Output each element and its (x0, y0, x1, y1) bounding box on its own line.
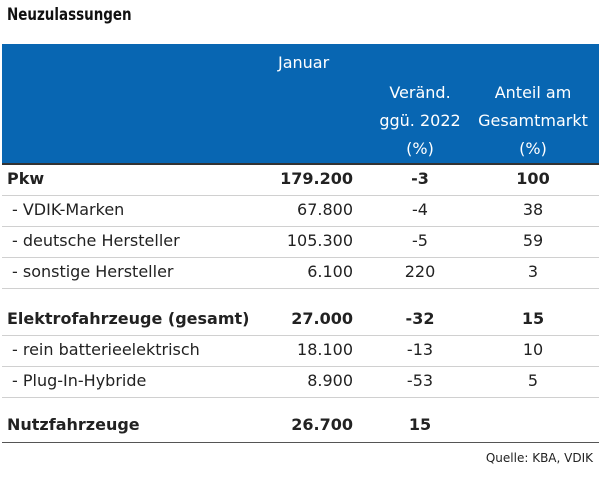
row-value: 6.100 (307, 262, 353, 281)
header-divider (2, 163, 599, 165)
header-change: Veränd. ggü. 2022 (%) (358, 79, 482, 163)
row-change: -53 (406, 371, 434, 390)
row-change: -5 (412, 231, 428, 250)
row-label: - VDIK-Marken (12, 200, 125, 219)
row-label: Nutzfahrzeuge (7, 415, 140, 434)
row-divider (2, 226, 599, 227)
table-row-pkw: Pkw 179.200 -3 100 (2, 165, 599, 195)
row-value: 105.300 (286, 231, 353, 250)
row-label: - sonstige Hersteller (12, 262, 174, 281)
row-label: Elektrofahrzeuge (gesamt) (7, 309, 250, 328)
table-row: - deutsche Hersteller 105.300 -5 59 (2, 227, 599, 257)
header-share-line3: (%) (519, 139, 547, 158)
row-value: 67.800 (297, 200, 353, 219)
row-share: 100 (516, 169, 550, 188)
row-change: -32 (405, 309, 435, 328)
row-value: 8.900 (307, 371, 353, 390)
row-change: -4 (412, 200, 428, 219)
row-label: - deutsche Hersteller (12, 231, 180, 250)
table-row-nutzfahrzeuge: Nutzfahrzeuge 26.700 15 (2, 411, 599, 441)
row-share: 59 (522, 231, 544, 250)
row-divider (2, 288, 599, 289)
row-value: 27.000 (291, 309, 353, 328)
row-divider (2, 397, 599, 398)
row-value: 18.100 (297, 340, 353, 359)
row-divider (2, 335, 599, 336)
table-row: - rein batterieelektrisch 18.100 -13 10 (2, 336, 599, 366)
table-row-elektrofahrzeuge: Elektrofahrzeuge (gesamt) 27.000 -32 15 (2, 305, 599, 335)
row-change: -3 (411, 169, 429, 188)
row-change: -13 (406, 340, 434, 359)
header-share: Anteil am Gesamtmarkt (%) (468, 79, 598, 163)
row-share: 15 (521, 309, 545, 328)
row-label: - rein batterieelektrisch (12, 340, 200, 359)
header-change-line3: (%) (406, 139, 434, 158)
table-row: - Plug-In-Hybride 8.900 -53 5 (2, 367, 599, 397)
table-row: - VDIK-Marken 67.800 -4 38 (2, 196, 599, 226)
row-share: 3 (527, 262, 539, 281)
source-note: Quelle: KBA, VDIK (485, 451, 593, 465)
row-divider (2, 195, 599, 196)
row-value: 179.200 (280, 169, 353, 188)
header-change-line2: ggü. 2022 (379, 111, 461, 130)
header-share-line1: Anteil am (494, 83, 572, 102)
table-bottom-divider (2, 442, 599, 443)
row-divider (2, 366, 599, 367)
row-change: 220 (404, 262, 436, 281)
row-divider (2, 257, 599, 258)
row-value: 26.700 (291, 415, 353, 434)
header-share-line2: Gesamtmarkt (478, 111, 588, 130)
row-share: 10 (522, 340, 544, 359)
row-label: - Plug-In-Hybride (12, 371, 147, 390)
table-row: - sonstige Hersteller 6.100 220 3 (2, 258, 599, 288)
header-januar: Januar (278, 53, 330, 72)
row-share: 5 (527, 371, 539, 390)
row-share: 38 (522, 200, 544, 219)
row-label: Pkw (7, 169, 45, 188)
page-title: Neuzulassungen (7, 5, 132, 25)
table-header: Januar Veränd. ggü. 2022 (%) Anteil am G… (2, 44, 599, 163)
row-change: 15 (408, 415, 432, 434)
header-change-line1: Veränd. (389, 83, 451, 102)
